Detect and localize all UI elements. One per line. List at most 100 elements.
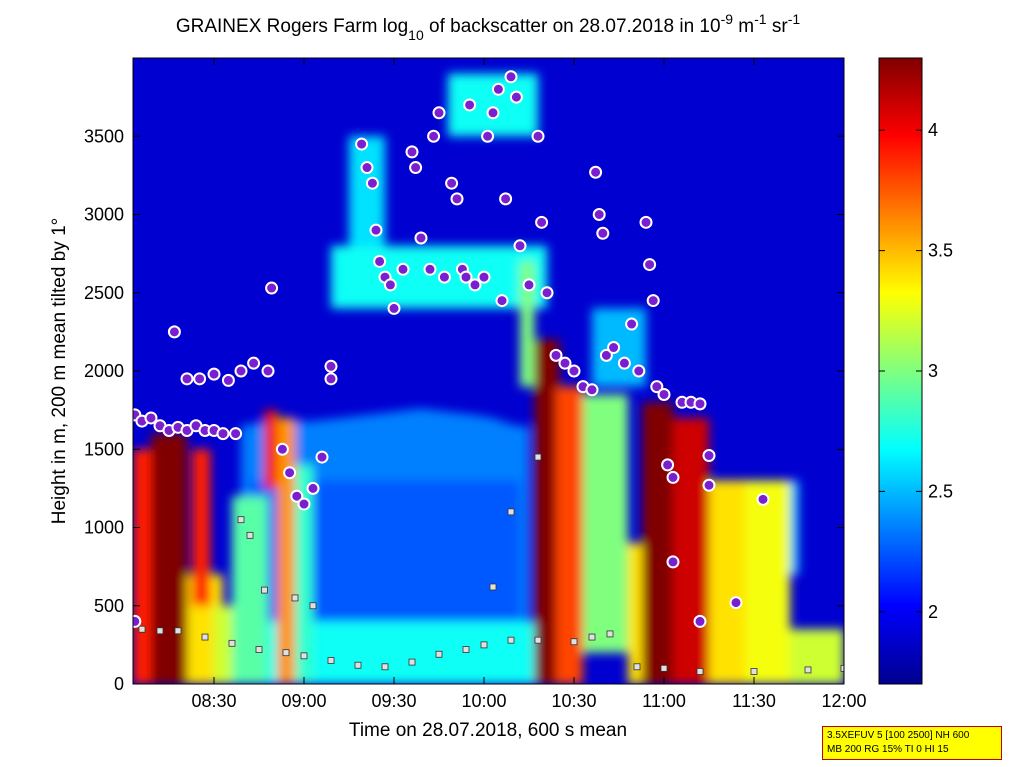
colorbar bbox=[878, 57, 923, 685]
layer-marker-12 bbox=[435, 650, 443, 658]
y-tick-label-4: 2000 bbox=[84, 361, 124, 381]
cloud-base-marker-26 bbox=[315, 450, 329, 464]
layer-marker-26 bbox=[237, 516, 245, 524]
layer-marker-29 bbox=[291, 594, 299, 602]
cloud-base-marker-91 bbox=[756, 492, 770, 506]
layer-marker-6 bbox=[282, 649, 290, 657]
layer-marker-33 bbox=[534, 453, 542, 461]
cloud-base-marker-37 bbox=[396, 262, 410, 276]
x-tick-label-4: 10:30 bbox=[551, 691, 596, 711]
cloud-base-marker-20 bbox=[265, 281, 279, 295]
cloud-base-marker-69 bbox=[589, 165, 603, 179]
plume-18 bbox=[790, 629, 844, 684]
y-tick-label-3: 1500 bbox=[84, 439, 124, 459]
cloud-base-marker-39 bbox=[409, 161, 423, 175]
layer-marker-3 bbox=[201, 633, 209, 641]
cloud-base-marker-73 bbox=[607, 341, 621, 355]
cloud-base-marker-89 bbox=[666, 555, 680, 569]
layer-marker-8 bbox=[327, 657, 335, 664]
cloud-base-marker-68 bbox=[585, 383, 599, 397]
plot-area bbox=[133, 58, 844, 684]
cloud-base-marker-36 bbox=[387, 301, 401, 315]
cloud-base-marker-83 bbox=[666, 470, 680, 484]
layer-marker-4 bbox=[228, 639, 236, 647]
layer-marker-5 bbox=[255, 646, 263, 653]
layer-marker-20 bbox=[633, 663, 641, 671]
cloud-base-marker-29 bbox=[355, 137, 369, 151]
layer-marker-19 bbox=[606, 630, 614, 638]
cloud-base-marker-17 bbox=[234, 364, 248, 378]
cloud-base-marker-58 bbox=[509, 90, 523, 104]
cloud-base-marker-43 bbox=[432, 106, 446, 120]
cloud-base-marker-79 bbox=[646, 294, 660, 308]
cloud-base-marker-12 bbox=[167, 325, 181, 339]
plume-14 bbox=[642, 402, 673, 684]
colorbar-tick-label-2: 3 bbox=[928, 361, 938, 381]
cloud-base-marker-87 bbox=[702, 449, 716, 463]
cloud-base-marker-30 bbox=[360, 161, 374, 175]
cloud-base-marker-46 bbox=[450, 192, 464, 206]
plume-10 bbox=[534, 339, 560, 684]
x-axis: 08:30 09:00 09:30 10:00 10:30 11:00 11:30 12:00 bbox=[191, 58, 867, 711]
x-tick-label-7: 12:00 bbox=[821, 691, 866, 711]
cloud-base-marker-57 bbox=[504, 70, 518, 84]
cloud-layer-2 bbox=[448, 73, 538, 137]
layer-marker-1 bbox=[156, 627, 164, 635]
x-tick-label-6: 11:30 bbox=[732, 691, 776, 711]
y-axis-label: Height in m, 200 m mean tilted by 1° bbox=[49, 218, 70, 524]
cloud-base-marker-45 bbox=[445, 176, 459, 190]
y-tick-label-5: 2500 bbox=[84, 283, 124, 303]
plume-12 bbox=[583, 394, 628, 653]
x-tick-label-0: 08:30 bbox=[191, 691, 236, 711]
plume-1 bbox=[151, 433, 187, 684]
cloud-base-marker-48 bbox=[459, 270, 473, 284]
layer-marker-10 bbox=[381, 663, 389, 671]
plume-8 bbox=[295, 464, 313, 684]
plume-7 bbox=[277, 417, 295, 684]
processing-info-box: 3.5XEFUV 5 [100 2500] NH 600 MB 200 RG 15… bbox=[822, 726, 1002, 760]
cloud-base-marker-10 bbox=[216, 427, 230, 441]
colorbar-tick-label-3: 3.5 bbox=[928, 241, 953, 261]
layer-marker-11 bbox=[408, 658, 416, 666]
plume-3 bbox=[192, 449, 211, 606]
cloud-base-marker-92 bbox=[693, 614, 707, 628]
cloud-base-marker-28 bbox=[324, 359, 338, 373]
layer-marker-28 bbox=[260, 586, 268, 594]
layer-marker-13 bbox=[462, 646, 470, 653]
cloud-base-marker-80 bbox=[650, 380, 664, 394]
cloud-base-marker-93 bbox=[133, 614, 142, 628]
y-axis: 0 500 1000 1500 2000 2500 3000 3500 bbox=[84, 126, 844, 694]
cloud-base-marker-13 bbox=[180, 372, 194, 386]
plume-9 bbox=[520, 261, 535, 387]
x-tick-label-3: 10:00 bbox=[461, 691, 506, 711]
plume-16 bbox=[709, 480, 745, 684]
y-tick-label-6: 3000 bbox=[84, 205, 124, 225]
cloud-base-marker-82 bbox=[661, 458, 675, 472]
plume-17 bbox=[745, 480, 790, 684]
cloud-base-marker-21 bbox=[275, 442, 289, 456]
cloud-base-marker-32 bbox=[369, 223, 383, 237]
layer-marker-21 bbox=[660, 664, 668, 672]
chart-title: GRAINEX Rogers Farm log10 of backscatter… bbox=[176, 11, 800, 43]
y-tick-label-2: 1000 bbox=[84, 518, 124, 538]
cloud-base-marker-64 bbox=[549, 348, 563, 362]
cloud-base-marker-23 bbox=[290, 489, 304, 503]
y-tick-label-7: 3500 bbox=[84, 126, 124, 146]
layer-marker-9 bbox=[354, 661, 362, 669]
colorbar-tick-label-1: 2.5 bbox=[928, 481, 953, 501]
plume-15 bbox=[673, 417, 709, 684]
cloud-base-marker-11 bbox=[229, 427, 243, 441]
cloud-base-marker-60 bbox=[522, 278, 536, 292]
layer-marker-32 bbox=[507, 508, 515, 516]
layer-marker-16 bbox=[534, 636, 542, 644]
layer-marker-22 bbox=[696, 668, 704, 675]
cloud-base-marker-63 bbox=[540, 286, 554, 300]
layer-marker-23 bbox=[750, 668, 758, 675]
cloud-base-marker-88 bbox=[702, 478, 716, 492]
cloud-base-marker-40 bbox=[414, 231, 428, 245]
cloud-base-marker-55 bbox=[495, 294, 509, 308]
layer-marker-7 bbox=[300, 652, 308, 660]
layer-marker-14 bbox=[480, 641, 488, 649]
cloud-base-marker-35 bbox=[383, 278, 397, 292]
